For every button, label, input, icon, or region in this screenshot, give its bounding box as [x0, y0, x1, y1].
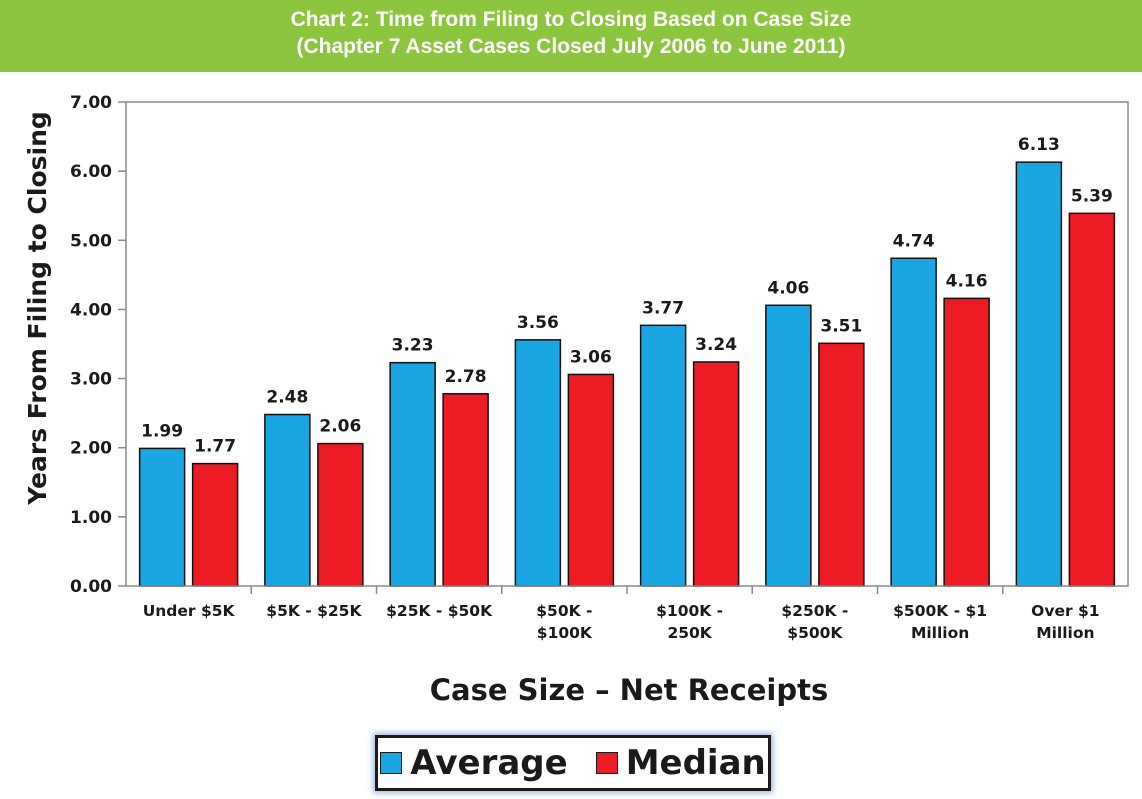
y-axis-label: Years From Filing to Closing	[23, 111, 52, 506]
bar-median	[567, 373, 615, 587]
x-tick-label: $100K -250K	[656, 602, 723, 642]
value-label-median: 2.06	[319, 417, 361, 437]
value-label-average: 2.48	[266, 388, 308, 408]
y-tick-label: 2.00	[70, 439, 112, 459]
y-tick-label: 4.00	[70, 300, 112, 320]
bar-average	[389, 361, 436, 587]
bar-chart: Years From Filing to Closing 0.00 1.00 2.0…	[23, 93, 1129, 707]
bar-median	[692, 361, 740, 587]
value-labels: 1.99 1.77 2.48 2.06 3.23 2.78 3.56 3.06 3.77 3.24…	[141, 135, 1113, 456]
legend-swatch-average	[380, 752, 403, 774]
chart-title-banner: Chart 2: Time from Filing to Closing Bas…	[0, 0, 1142, 72]
bar-median	[943, 297, 990, 587]
chart-title-line-1: Chart 2: Time from Filing to Closing Bas…	[290, 8, 852, 31]
bar-median	[1068, 212, 1116, 587]
y-tick-label: 6.00	[70, 162, 112, 182]
bar-average	[264, 413, 311, 587]
bar-average	[1015, 161, 1063, 587]
value-label-average: 3.23	[392, 336, 434, 356]
value-label-median: 5.39	[1071, 186, 1113, 206]
value-label-median: 4.16	[946, 271, 988, 291]
bar-average	[890, 257, 937, 587]
value-label-median: 2.78	[445, 367, 487, 387]
chart-title-line-2: (Chapter 7 Asset Cases Closed July 2006 …	[296, 35, 846, 58]
bar-average	[765, 304, 812, 587]
bars	[138, 161, 1116, 587]
bar-median	[818, 342, 865, 587]
y-tick-label: 3.00	[70, 370, 112, 390]
y-tick-label: 7.00	[70, 93, 112, 113]
legend-label-average: Average	[410, 743, 568, 783]
x-tick-label: $500K - $1 Million	[893, 602, 987, 642]
value-label-average: 4.74	[893, 231, 935, 251]
value-label-average: 3.56	[517, 313, 559, 333]
legend-label-median: Median	[625, 743, 766, 783]
x-tick-label: $25K - $50K	[386, 602, 493, 620]
x-tick-label: Over $1 Million	[1031, 602, 1099, 642]
bar-average	[639, 324, 687, 587]
x-tick-label: $250K -$500K	[781, 602, 848, 642]
x-tick-label: $50K -$100K	[536, 602, 593, 642]
legend-swatch-median	[595, 752, 618, 774]
legend-item-average: Average	[380, 743, 568, 783]
x-tick-label: $5K - $25K	[266, 602, 362, 620]
value-label-median: 3.24	[695, 335, 737, 355]
x-axis-tick-labels: Under $5K $5K - $25K $25K - $50K $50K -$100…	[143, 586, 1100, 642]
value-label-median: 3.06	[570, 347, 612, 367]
plot-area-frame	[125, 101, 1129, 587]
y-tick-label: 1.00	[70, 508, 112, 528]
bar-average	[514, 339, 562, 587]
value-label-average: 3.77	[642, 298, 684, 318]
value-label-median: 3.51	[820, 316, 862, 336]
chart-legend: Average Median	[375, 735, 771, 791]
y-tick-label: 0.00	[70, 577, 112, 597]
legend-item-median: Median	[595, 743, 766, 783]
y-axis-ticks: 0.00 1.00 2.00 3.00 4.00 5.00 6.00 7.00	[70, 93, 126, 597]
x-axis-label: Case Size – Net Receipts	[430, 673, 829, 707]
bar-median	[191, 462, 239, 587]
value-label-median: 1.77	[194, 437, 236, 457]
y-tick-label: 5.00	[70, 231, 112, 251]
value-label-average: 6.13	[1018, 135, 1060, 155]
value-label-average: 4.06	[767, 278, 809, 298]
bar-average	[138, 447, 186, 587]
x-tick-label: Under $5K	[143, 602, 236, 620]
bar-median	[442, 393, 489, 587]
bar-median	[317, 442, 364, 587]
value-label-average: 1.99	[141, 421, 183, 441]
